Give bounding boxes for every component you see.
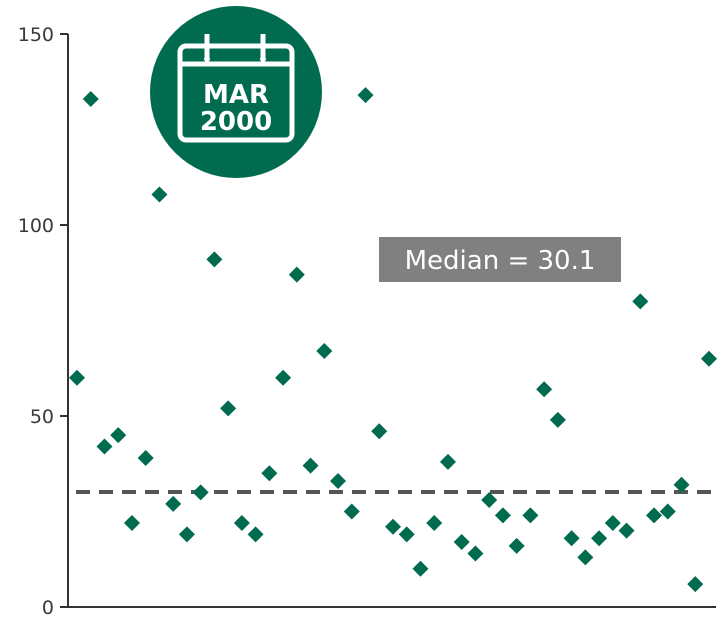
data-point bbox=[536, 381, 553, 398]
data-point bbox=[302, 457, 319, 474]
y-tick-label: 0 bbox=[42, 597, 54, 618]
data-point bbox=[687, 576, 704, 593]
y-ticks: 0 50 100 150 bbox=[18, 24, 68, 618]
data-point bbox=[604, 514, 621, 531]
data-point bbox=[288, 266, 305, 283]
data-point bbox=[192, 484, 209, 501]
data-point bbox=[151, 186, 168, 203]
median-label: Median = 30.1 bbox=[405, 246, 596, 276]
data-point bbox=[96, 438, 113, 455]
data-point bbox=[398, 526, 415, 543]
data-point bbox=[618, 522, 635, 539]
data-point bbox=[426, 514, 443, 531]
data-point bbox=[261, 465, 278, 482]
data-point bbox=[206, 251, 223, 268]
data-point bbox=[673, 476, 690, 493]
data-point bbox=[385, 518, 401, 535]
data-point bbox=[563, 530, 580, 547]
data-point bbox=[82, 90, 99, 107]
median-label-background bbox=[379, 237, 621, 282]
data-point bbox=[646, 507, 663, 524]
data-point bbox=[508, 537, 525, 554]
data-point bbox=[632, 293, 649, 310]
data-point bbox=[178, 526, 195, 543]
data-point bbox=[577, 549, 594, 566]
data-point bbox=[549, 411, 566, 428]
data-point bbox=[453, 534, 470, 551]
data-point bbox=[220, 400, 237, 417]
data-point bbox=[110, 427, 127, 444]
y-tick-label: 100 bbox=[18, 215, 54, 237]
badge-year: 2000 bbox=[200, 107, 272, 137]
data-point bbox=[357, 87, 374, 104]
data-point bbox=[481, 492, 498, 509]
data-point bbox=[275, 369, 292, 386]
data-point bbox=[467, 545, 484, 562]
data-point bbox=[412, 560, 429, 577]
y-tick-label: 50 bbox=[30, 406, 54, 428]
data-point bbox=[69, 369, 85, 386]
median-label-box: Median = 30.1 bbox=[379, 237, 621, 282]
data-point bbox=[137, 450, 154, 467]
data-point bbox=[165, 495, 182, 512]
chart-axes bbox=[67, 34, 716, 608]
data-point bbox=[371, 423, 388, 440]
data-point bbox=[247, 526, 264, 543]
data-point bbox=[343, 503, 360, 520]
data-point bbox=[233, 514, 250, 531]
data-points bbox=[69, 87, 717, 593]
badge-month: MAR bbox=[203, 80, 269, 110]
data-point bbox=[659, 503, 676, 520]
data-point bbox=[439, 453, 456, 470]
date-badge: MAR 2000 bbox=[150, 6, 322, 178]
data-point bbox=[316, 343, 333, 360]
data-point bbox=[123, 514, 140, 531]
data-point bbox=[701, 350, 717, 367]
data-point bbox=[522, 507, 539, 524]
data-point bbox=[591, 530, 608, 547]
y-tick-label: 150 bbox=[18, 24, 54, 46]
data-point bbox=[494, 507, 511, 524]
badge-circle bbox=[150, 6, 322, 178]
calendar-icon bbox=[177, 34, 295, 143]
data-point bbox=[330, 472, 347, 489]
